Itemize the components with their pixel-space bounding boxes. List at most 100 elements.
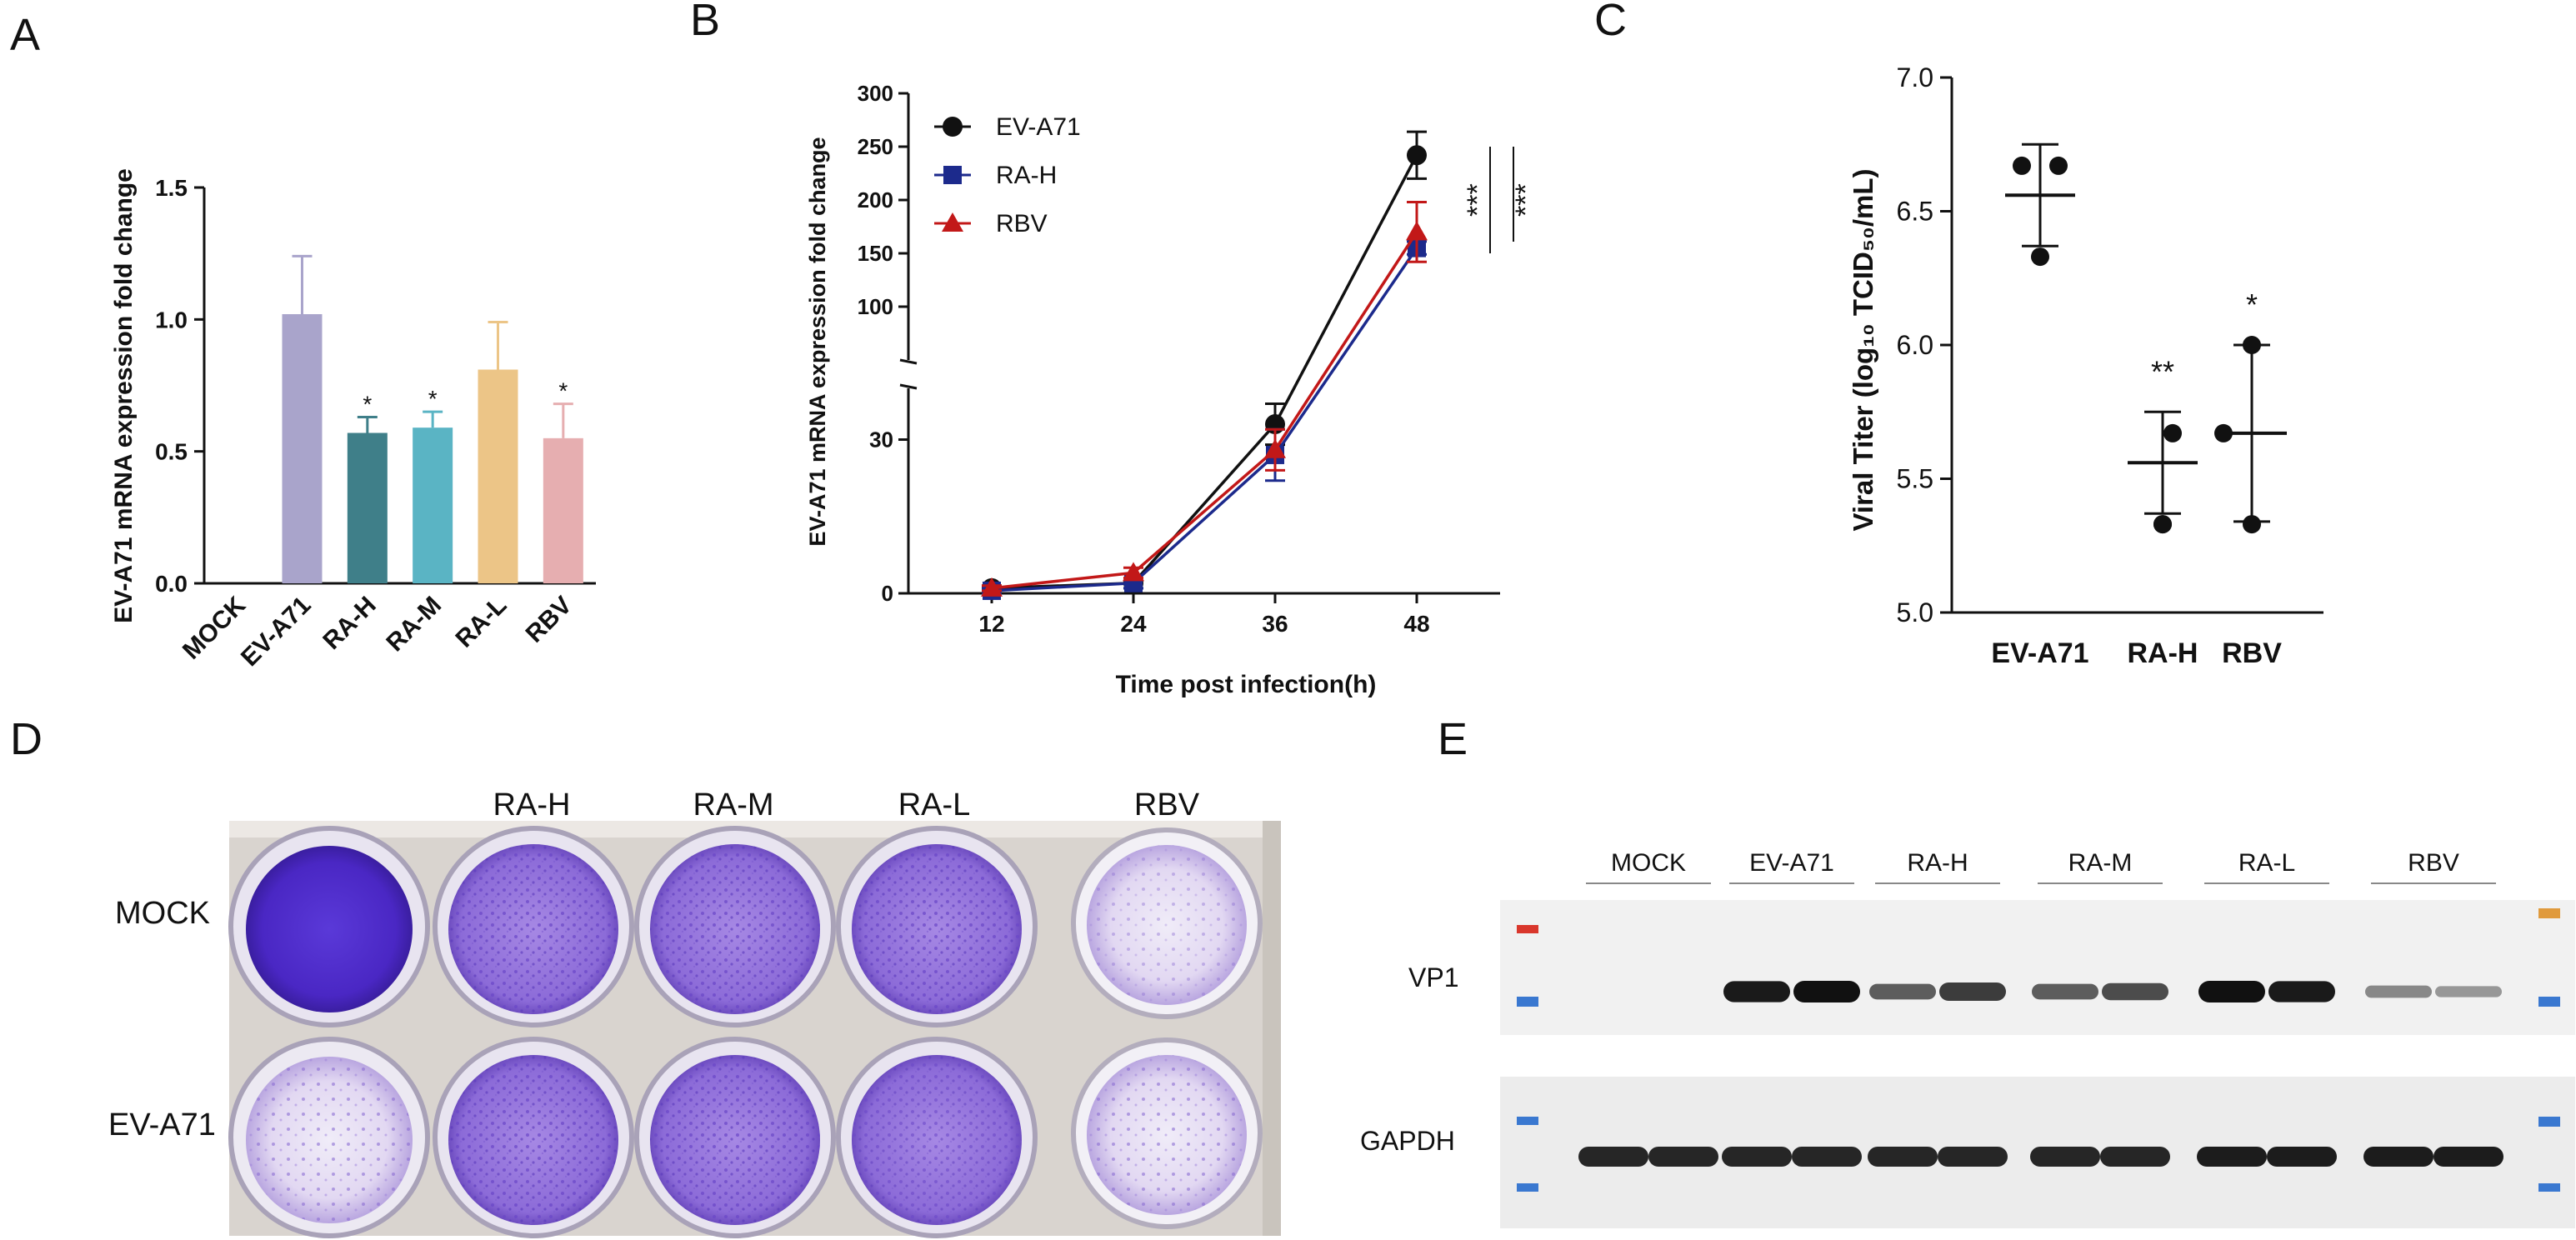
chart-a-bar [413,428,453,583]
blot-band-vp1 [2435,986,2502,998]
chart-b-legend-marker [943,117,963,137]
chart-b-axis-break [899,358,918,365]
ladder-right [2538,908,2560,1192]
chart-a-significance: * [558,378,568,404]
chart-a-bar [478,369,518,583]
blot-lane-label: RBV [2408,849,2459,877]
blot-vp1-membrane [1500,900,2575,1035]
blot-band-gapdh [2433,1147,2503,1167]
plate-col-rbv: RBV [1134,788,1200,822]
chart-b-axis-break [899,383,918,390]
blot-band-gapdh [1868,1147,1938,1167]
chart-b-ytick-label: 150 [858,241,893,266]
chart-c-ytick-label: 6.0 [1897,330,1933,360]
chart-b-legend-marker [943,166,962,184]
blot-band-vp1 [1793,981,1860,1002]
chart-b-ytick-label: 200 [858,188,893,212]
chart-b-xtick-label: 24 [1120,611,1147,637]
chart-b-legend-label: EV-A71 [996,113,1081,141]
blot-band-vp1 [2268,981,2335,1002]
well-ev-a71-ra-m [634,1037,836,1238]
chart-c-point [2214,423,2233,442]
chart-a-ylabel: EV-A71 mRNA expression fold change [110,168,138,623]
chart-b-point [1123,562,1144,582]
chart-a-ytick-label: 0.0 [155,571,188,597]
chart-c-significance: * [2246,288,2258,322]
plate-col-ra-l: RA-L [898,788,971,822]
chart-b-series-line [991,247,1418,592]
chart-c-point [2243,336,2261,354]
chart-c-ylabel: Viral Titer (log₁₀ TCID₅₀/mL) [1848,168,1878,531]
chart-c-point [2153,515,2172,534]
blot-band-vp1 [2198,981,2265,1002]
well-mock-ra-l [836,826,1038,1028]
panel-label-d: D [10,714,43,764]
chart-a: EV-A71 mRNA expression fold change 0.0 0.… [110,168,596,672]
panel-label-a: A [10,10,40,60]
chart-b-ytick-label: 100 [858,294,893,319]
blot-band-vp1 [1723,981,1790,1002]
blot-band-gapdh [2267,1147,2337,1167]
chart-b-legend-marker [942,212,963,232]
chart-a-ytick-label: 1.0 [155,307,188,332]
blot-lane-label: RA-M [2068,849,2133,877]
blot-band-gapdh [2030,1147,2100,1167]
chart-a-ytick-label: 1.5 [155,175,188,201]
chart-b-significance: *** [1462,183,1493,217]
well-ev-a71-rbv [1071,1038,1263,1229]
panel-label-b: B [690,0,720,45]
well-mock-rbv [1071,828,1263,1019]
chart-a-bar [282,314,323,583]
blot-row-vp1: VP1 [1408,962,1458,992]
blot-band-gapdh [1722,1147,1792,1167]
chart-a-ytick-label: 0.5 [155,439,188,465]
chart-b-xtick-label: 12 [978,611,1004,637]
chart-a-xtick-label: RA-H [318,592,381,655]
blot-band-vp1 [2365,985,2432,998]
well-mock-ra-h [433,826,634,1028]
chart-b: EV-A71 mRNA expression fold change Time … [805,81,1542,698]
blot-band-gapdh [1938,1147,2008,1167]
blot-band-gapdh [1648,1147,1718,1167]
panel-label-c: C [1594,0,1627,45]
blot-band-gapdh [2363,1147,2433,1167]
chart-a-bar [543,438,583,583]
blot-band-vp1 [1869,983,1936,1000]
plate-col-ra-m: RA-M [693,788,773,822]
plate-side-edge [1263,821,1281,1236]
chart-b-point [1407,145,1427,166]
chart-b-xlabel: Time post infection(h) [1116,671,1377,698]
blot-band-vp1 [2032,983,2098,1000]
chart-b-legend-label: RBV [996,210,1048,238]
ladder-left [1517,925,1538,1192]
blot-band-gapdh [2197,1147,2267,1167]
western-blot-panel: VP1 GAPDH MOCK EV-A71 RA-H RA-M RA-L RBV [1360,849,2575,1228]
chart-b-legend-label: RA-H [996,162,1057,189]
chart-b-series-line [991,231,1418,590]
chart-b-series-line [991,154,1418,590]
chart-a-significance: * [428,386,438,412]
plate-col-ra-h: RA-H [493,788,571,822]
chart-b-ytick-label: 250 [858,134,893,159]
chart-c-xtick-label: RBV [2222,638,2282,669]
chart-b-significance: *** [1510,183,1542,217]
well-mock-ra-m [634,826,836,1028]
blot-band-gapdh [1578,1147,1648,1167]
chart-b-point [1264,438,1286,458]
blot-lane-label: MOCK [1611,849,1686,877]
blot-lane-label: RA-L [2238,849,2295,877]
blot-lane-label: EV-A71 [1749,849,1834,877]
well-mock-mock [228,826,430,1028]
plate-row-mock: MOCK [115,896,210,931]
blot-band-gapdh [1792,1147,1862,1167]
chart-c-point [2013,156,2031,175]
chart-c-significance: ** [2151,354,2174,388]
chart-c-point [2243,515,2261,534]
blot-row-gapdh: GAPDH [1360,1126,1455,1156]
chart-a-xtick-label: RA-L [450,592,512,653]
chart-c-point [2031,248,2049,267]
chart-a-xtick-label: EV-A71 [236,592,316,672]
blot-lane-label: RA-H [1907,849,1968,877]
chart-c-point [2049,156,2068,175]
